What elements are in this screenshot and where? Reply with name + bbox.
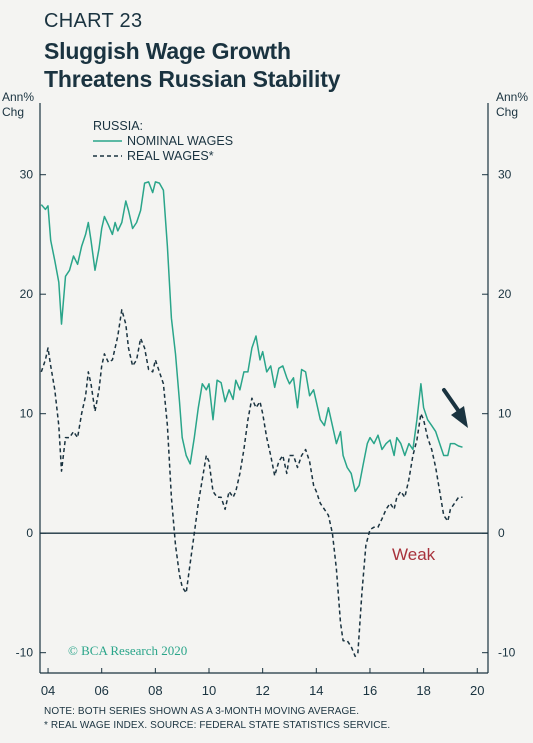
y-tick-label-right: -10 bbox=[498, 646, 516, 660]
left-axis-unit-line-2: Chg bbox=[2, 105, 25, 119]
y-tick-label-right: 30 bbox=[498, 168, 512, 182]
real-wages-line bbox=[40, 308, 463, 658]
x-tick-label: 14 bbox=[309, 683, 323, 698]
x-tick-label: 06 bbox=[94, 683, 108, 698]
chart-title-line-2: Threatens Russian Stability bbox=[44, 66, 341, 92]
y-tick-label-right: 20 bbox=[498, 287, 512, 301]
legend-label-nominal: NOMINAL WAGES bbox=[127, 134, 233, 148]
left-axis-unit-line-1: Ann% bbox=[2, 90, 35, 104]
legend-header: RUSSIA: bbox=[93, 119, 143, 133]
right-axis-unit-line-1: Ann% bbox=[496, 90, 529, 104]
x-tick-label: 08 bbox=[148, 683, 162, 698]
down-arrow-icon-head bbox=[451, 406, 468, 428]
chart-number: CHART 23 bbox=[44, 10, 143, 32]
right-axis-unit-line-2: Chg bbox=[496, 105, 519, 119]
y-tick-label-right: 0 bbox=[498, 526, 505, 540]
copyright-label: © BCA Research 2020 bbox=[68, 643, 187, 658]
footnote-note: NOTE: BOTH SERIES SHOWN AS A 3-MONTH MOV… bbox=[44, 706, 360, 717]
nominal-wages-line bbox=[40, 181, 463, 493]
x-tick-label: 16 bbox=[363, 683, 377, 698]
x-tick-label: 12 bbox=[255, 683, 269, 698]
x-tick-label: 10 bbox=[202, 683, 216, 698]
down-arrow-icon-shaft bbox=[442, 388, 462, 415]
x-tick-label: 20 bbox=[470, 683, 484, 698]
x-tick-label: 04 bbox=[41, 683, 55, 698]
x-tick-label: 18 bbox=[416, 683, 430, 698]
left-axis-unit: Ann% Chg bbox=[2, 90, 34, 120]
weak-annotation: Weak bbox=[392, 545, 436, 564]
legend-label-real: REAL WAGES* bbox=[127, 149, 214, 163]
right-axis-unit: Ann% Chg bbox=[496, 90, 528, 120]
y-tick-label-left: 30 bbox=[20, 168, 34, 182]
y-tick-label-left: 10 bbox=[20, 407, 34, 421]
y-tick-label-left: 20 bbox=[20, 287, 34, 301]
y-tick-label-right: 10 bbox=[498, 407, 512, 421]
y-tick-label-left: -10 bbox=[16, 646, 34, 660]
footnote-source: * REAL WAGE INDEX. SOURCE: FEDERAL STATE… bbox=[44, 720, 391, 731]
y-tick-label-left: 0 bbox=[26, 526, 33, 540]
chart-title-line-1: Sluggish Wage Growth bbox=[44, 38, 291, 64]
